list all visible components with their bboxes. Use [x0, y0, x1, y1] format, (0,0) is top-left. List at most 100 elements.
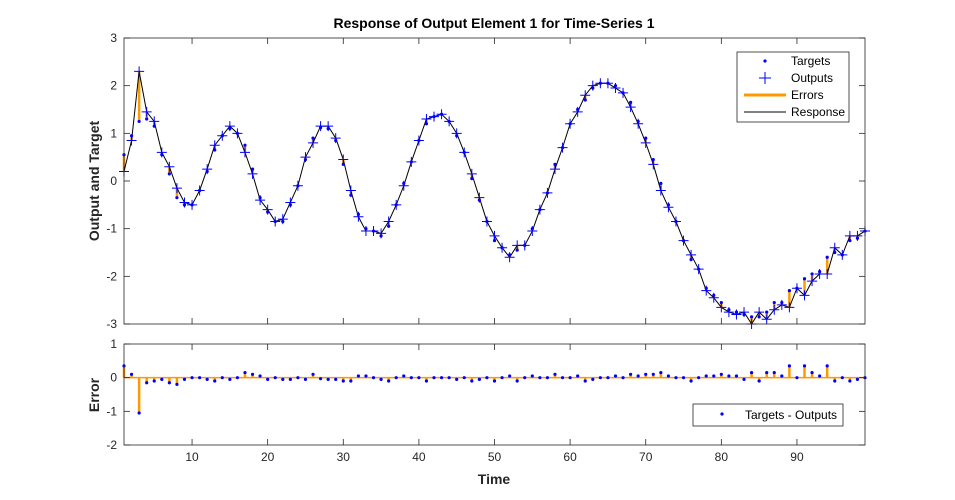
error-point — [190, 376, 194, 380]
error-point — [266, 377, 270, 381]
output-marker — [678, 235, 689, 246]
error-point — [787, 364, 791, 368]
error-legend-box — [692, 403, 844, 427]
error-point — [379, 377, 383, 381]
output-marker — [572, 106, 583, 117]
error-point — [394, 376, 398, 380]
output-marker — [149, 116, 160, 127]
error-point — [523, 376, 527, 380]
legend-outputs-swatch — [759, 72, 771, 84]
output-marker — [247, 168, 258, 179]
legend-errors-label: Errors — [791, 88, 824, 102]
output-marker — [565, 118, 576, 129]
error-point — [409, 376, 413, 380]
y-tick-label: 0 — [110, 371, 117, 385]
x-tick-label: 40 — [412, 450, 426, 464]
output-marker — [194, 185, 205, 196]
error-point — [651, 372, 655, 376]
y-tick-label: 0 — [110, 174, 117, 188]
error-plot: 10-1-2 10 20 30 40 50 60 70 80 90 Time Error Tar… — [86, 337, 867, 487]
error-point — [288, 377, 292, 381]
error-point — [719, 372, 723, 376]
error-point — [334, 377, 338, 381]
target-point — [137, 119, 141, 124]
output-marker — [701, 285, 712, 296]
error-point — [220, 376, 224, 380]
error-point — [273, 376, 277, 380]
error-point — [704, 374, 708, 378]
output-marker — [429, 111, 440, 122]
error-point — [697, 376, 701, 380]
output-marker — [376, 228, 387, 239]
output-marker — [270, 216, 281, 227]
output-marker — [126, 135, 137, 146]
y-tick-label: -3 — [106, 317, 117, 331]
output-marker — [413, 135, 424, 146]
response-y-axis-label: Output and Target — [86, 121, 102, 242]
error-point — [447, 376, 451, 380]
response-y-ticks: 3 2 1 0 -1 -2 -3 — [106, 31, 865, 331]
error-point — [417, 376, 421, 380]
x-tick-label: 60 — [563, 450, 577, 464]
error-point — [749, 371, 754, 375]
error-x-ticks: 10 20 30 40 50 60 70 80 90 — [185, 344, 804, 464]
error-point — [810, 371, 814, 375]
error-point — [205, 377, 209, 381]
output-marker — [398, 180, 409, 191]
error-point — [765, 371, 769, 375]
error-point — [235, 376, 240, 380]
output-marker — [323, 121, 334, 132]
output-marker — [625, 102, 636, 113]
x-tick-label: 90 — [790, 450, 804, 464]
y-tick-label: -1 — [106, 404, 117, 418]
error-point — [636, 374, 640, 378]
output-marker — [799, 290, 810, 301]
output-marker — [527, 226, 538, 237]
x-tick-label: 70 — [639, 450, 653, 464]
error-point — [303, 377, 308, 381]
error-point — [508, 374, 512, 378]
error-point — [848, 379, 852, 383]
error-point — [198, 376, 202, 380]
error-point — [175, 382, 179, 386]
output-marker — [217, 130, 228, 141]
error-point — [855, 377, 860, 381]
error-point — [258, 374, 262, 378]
error-point — [712, 374, 716, 378]
y-tick-label: -2 — [106, 438, 117, 452]
output-marker — [542, 187, 553, 198]
output-marker — [504, 252, 515, 263]
output-marker — [739, 307, 750, 318]
output-marker — [338, 154, 349, 165]
output-marker — [829, 242, 840, 253]
output-marker — [693, 264, 704, 275]
y-tick-label: 2 — [110, 79, 117, 93]
output-marker — [353, 211, 364, 222]
output-marker — [837, 249, 848, 260]
output-marker — [497, 242, 508, 253]
output-marker — [655, 185, 666, 196]
error-point — [455, 377, 459, 381]
error-point — [296, 376, 300, 380]
output-marker — [776, 299, 787, 310]
response-x-ticks — [191, 38, 798, 324]
output-marker — [255, 195, 266, 206]
response-legend-box — [736, 51, 850, 123]
output-marker — [345, 185, 356, 196]
error-point — [681, 376, 686, 380]
target-point — [825, 255, 829, 259]
output-marker — [164, 161, 175, 172]
error-point — [833, 379, 837, 383]
error-legend: Targets - Outputs — [692, 403, 844, 427]
output-marker — [383, 216, 394, 227]
target-point — [810, 272, 814, 276]
output-marker — [202, 164, 213, 175]
error-point — [583, 379, 587, 383]
error-point — [432, 376, 436, 380]
output-marker — [663, 202, 674, 213]
error-point — [825, 364, 829, 368]
error-point — [727, 374, 731, 378]
output-marker — [474, 192, 485, 203]
output-marker — [300, 152, 311, 163]
output-marker — [519, 240, 530, 251]
